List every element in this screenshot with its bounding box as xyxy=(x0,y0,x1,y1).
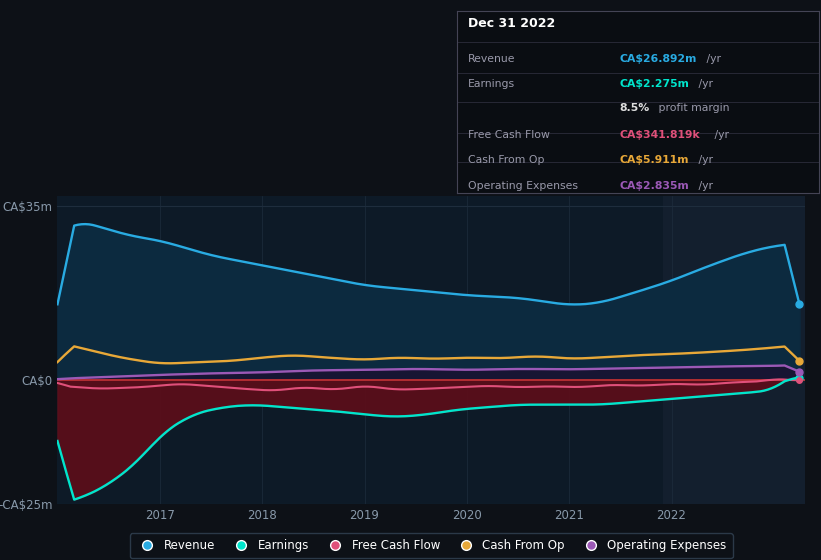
Bar xyxy=(663,196,805,504)
Text: /yr: /yr xyxy=(695,156,713,165)
Text: Operating Expenses: Operating Expenses xyxy=(468,181,578,191)
Text: Dec 31 2022: Dec 31 2022 xyxy=(468,17,555,30)
Text: Free Cash Flow: Free Cash Flow xyxy=(468,130,550,140)
Text: Cash From Op: Cash From Op xyxy=(468,156,544,165)
Text: CA$26.892m: CA$26.892m xyxy=(620,54,697,63)
Text: /yr: /yr xyxy=(695,181,713,191)
Text: /yr: /yr xyxy=(695,79,713,89)
Text: 8.5%: 8.5% xyxy=(620,102,650,113)
Text: CA$2.835m: CA$2.835m xyxy=(620,181,690,191)
Text: Earnings: Earnings xyxy=(468,79,516,89)
Text: CA$2.275m: CA$2.275m xyxy=(620,79,690,89)
Text: CA$341.819k: CA$341.819k xyxy=(620,130,700,140)
Text: CA$5.911m: CA$5.911m xyxy=(620,156,690,165)
Text: /yr: /yr xyxy=(711,130,729,140)
Text: /yr: /yr xyxy=(703,54,721,63)
Legend: Revenue, Earnings, Free Cash Flow, Cash From Op, Operating Expenses: Revenue, Earnings, Free Cash Flow, Cash … xyxy=(130,533,732,558)
Text: Revenue: Revenue xyxy=(468,54,516,63)
Text: profit margin: profit margin xyxy=(655,102,730,113)
